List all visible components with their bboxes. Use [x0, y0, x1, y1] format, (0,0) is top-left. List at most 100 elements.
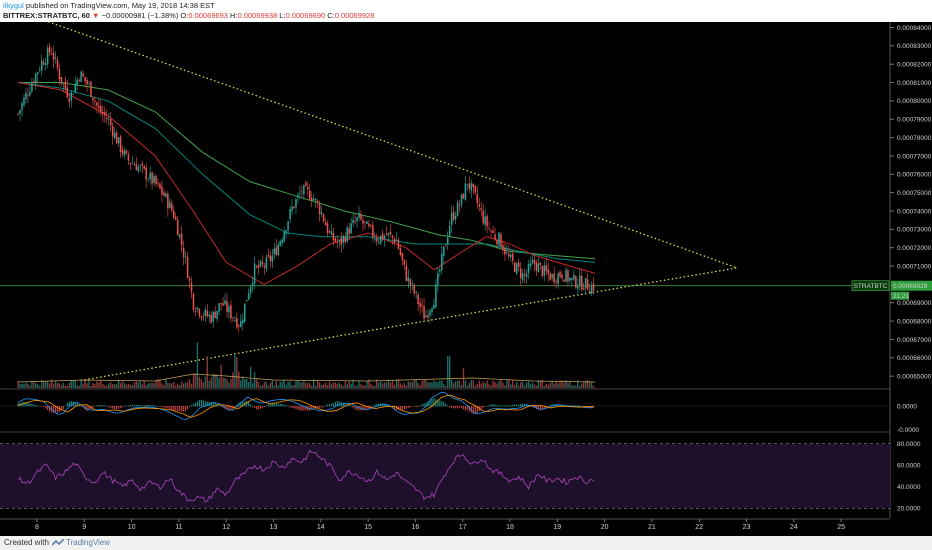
volume-bar	[76, 385, 78, 388]
macd-histogram-bar	[445, 403, 447, 407]
macd-histogram-bar	[354, 406, 356, 410]
macd-histogram-bar	[139, 405, 141, 407]
macd-histogram-bar	[287, 406, 289, 407]
candle-body	[474, 186, 477, 193]
candle-body	[515, 263, 518, 274]
macd-histogram-bar	[577, 405, 579, 407]
tradingview-brand[interactable]: TradingView	[66, 538, 111, 547]
candle-body	[366, 221, 368, 224]
candle-body	[111, 126, 114, 137]
volume-bar	[332, 382, 335, 388]
time-tick-label: 14	[317, 524, 325, 531]
chart-canvas[interactable]: 0.00084000 0.00083000 0.00082000 0.00081000…	[0, 22, 932, 536]
macd-histogram-bar	[537, 406, 539, 410]
candle-body	[425, 315, 427, 318]
macd-histogram-bar	[516, 404, 518, 407]
candle-body	[370, 224, 372, 226]
candle-body	[131, 163, 134, 165]
macd-histogram-bar	[35, 405, 37, 407]
macd-histogram-bar	[561, 404, 563, 407]
macd-histogram-bar	[508, 405, 510, 407]
price-tick-label: 0.00076000	[897, 172, 932, 179]
volume-bar	[466, 385, 469, 388]
candle-body	[332, 232, 335, 241]
price-tick-label: 0.00078000	[897, 135, 932, 142]
volume-bar	[417, 383, 419, 388]
macd-histogram-bar	[183, 406, 185, 412]
macd-histogram-bar	[151, 405, 153, 407]
candle-body	[557, 273, 559, 284]
volume-bar	[151, 382, 153, 388]
candle-body	[82, 73, 84, 77]
macd-histogram-bar	[165, 406, 167, 408]
macd-histogram-bar	[121, 406, 124, 408]
volume-bar	[182, 383, 185, 388]
high-label: H:	[230, 11, 238, 20]
candle-body	[586, 279, 589, 290]
macd-histogram-bar	[376, 403, 378, 407]
candle-body	[312, 199, 315, 201]
volume-bar	[393, 384, 396, 388]
candle-body	[569, 278, 571, 281]
time-tick-label: 19	[553, 524, 561, 531]
candle-body	[565, 269, 567, 282]
volume-bar	[557, 383, 559, 388]
volume-bar	[261, 384, 264, 388]
macd-histogram-bar	[123, 405, 126, 407]
macd-histogram-bar	[104, 405, 106, 407]
macd-histogram-bar	[433, 398, 435, 407]
candle-body	[117, 137, 120, 144]
author-link[interactable]: ilkygul	[3, 1, 24, 10]
volume-bar	[291, 385, 293, 388]
candle-body	[149, 172, 151, 180]
volume-bar	[419, 385, 421, 388]
volume-bar	[165, 379, 167, 388]
candle-body	[527, 263, 530, 274]
volume-bar	[224, 378, 226, 388]
macd-histogram-bar	[206, 401, 208, 407]
candle-body	[350, 223, 352, 234]
time-tick-label: 15	[364, 524, 372, 531]
macd-histogram-bar	[242, 401, 244, 407]
candle-body	[19, 109, 21, 114]
macd-histogram-bar	[378, 403, 380, 407]
macd-histogram-bar	[543, 406, 545, 409]
volume-bar	[218, 377, 220, 388]
candle-body	[273, 248, 276, 255]
macd-histogram-bar	[299, 406, 301, 411]
price-tick-label: 0.00082000	[897, 62, 932, 69]
candle-body	[50, 53, 53, 55]
macd-histogram-bar	[246, 400, 248, 407]
time-tick-label: 9	[82, 524, 86, 531]
volume-bar	[307, 382, 309, 388]
macd-histogram-bar	[466, 406, 469, 411]
macd-histogram-bar	[455, 406, 457, 409]
candle-body	[352, 219, 354, 224]
macd-histogram-bar	[171, 406, 173, 411]
candle-body	[96, 102, 98, 106]
candle-body	[488, 228, 490, 229]
macd-histogram-bar	[462, 406, 465, 410]
candle-body	[468, 183, 471, 189]
macd-histogram-bar	[54, 406, 57, 413]
candle-body	[500, 234, 502, 247]
candle-body	[579, 275, 581, 286]
volume-bar	[25, 382, 27, 388]
candle-body	[143, 165, 145, 169]
macd-histogram-bar	[338, 401, 340, 407]
macd-histogram-bar	[232, 406, 234, 410]
volume-bar	[423, 379, 425, 388]
macd-histogram-bar	[458, 406, 461, 408]
candle-body	[401, 253, 404, 261]
candle-body	[54, 57, 57, 59]
volume-bar	[525, 382, 528, 388]
macd-histogram-bar	[52, 406, 55, 413]
macd-histogram-bar	[214, 402, 216, 407]
candle-body	[510, 254, 512, 258]
volume-bar	[543, 385, 545, 388]
volume-bar	[289, 381, 291, 388]
macd-histogram-bar	[419, 405, 421, 407]
candle-body	[210, 314, 212, 323]
macd-histogram-bar	[281, 404, 283, 407]
candle-body	[44, 63, 47, 66]
